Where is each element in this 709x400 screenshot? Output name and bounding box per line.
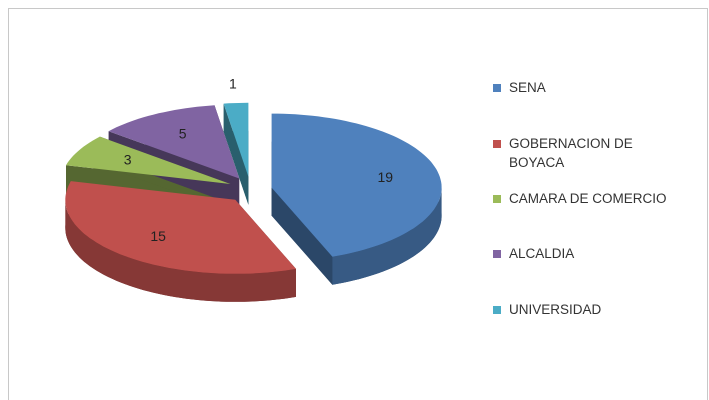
slice [108,105,240,179]
slice-wall [65,199,296,302]
slice-side [223,103,249,205]
legend-label: GOBERNACION DE BOYACA [509,136,633,170]
slice-side [271,187,333,285]
data-label: 5 [179,125,187,141]
legend-swatch [493,84,501,92]
legend-swatch [493,306,501,314]
legend-item: GOBERNACION DE BOYACA [493,134,643,172]
slice [223,102,249,177]
slice [65,181,296,274]
legend-item: CAMARA DE COMERCIO [493,189,703,208]
slice-wall [332,187,442,285]
legend-label: CAMARA DE COMERCIO [509,191,667,206]
legend-item: UNIVERSIDAD [493,300,703,319]
legend-swatch [493,195,501,203]
legend-swatch [493,140,501,148]
legend-label: ALCALDIA [509,246,575,261]
data-label: 15 [150,228,166,244]
legend-item: SENA [493,78,703,97]
chart-frame [8,8,708,400]
legend-item: ALCALDIA [493,244,703,263]
pie-tops [65,102,442,274]
legend-swatch [493,250,501,258]
data-label: 3 [124,152,132,168]
slice [271,113,442,257]
legend-label: SENA [509,80,546,95]
data-label: 19 [378,169,394,185]
slice [66,136,231,184]
data-label: 1 [229,75,237,91]
legend-label: UNIVERSIDAD [509,302,602,317]
